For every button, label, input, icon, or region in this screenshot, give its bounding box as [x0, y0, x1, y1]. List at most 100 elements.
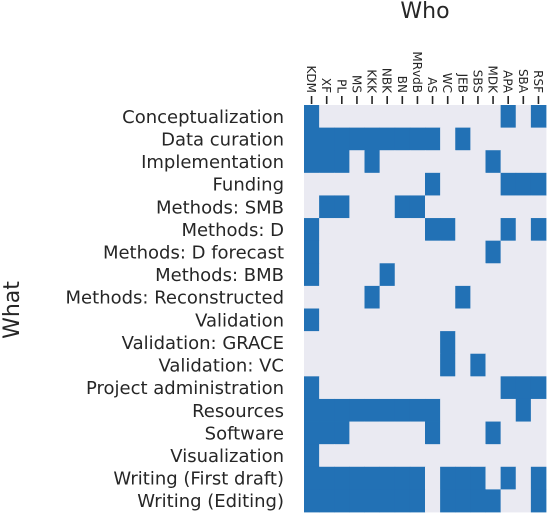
- heatmap-cell: [530, 150, 547, 174]
- heatmap-cell: [440, 331, 456, 355]
- y-tick-label: Methods: D: [181, 220, 284, 241]
- heatmap-cells: [304, 105, 547, 513]
- heatmap-cell: [304, 331, 320, 355]
- heatmap-cell: [485, 466, 502, 490]
- heatmap-cell: [394, 353, 411, 377]
- heatmap-cell: [319, 127, 335, 151]
- heatmap-cell: [470, 489, 486, 513]
- heatmap-cell: [409, 195, 426, 219]
- x-tick-group: KDM XF PL MS KKK NBK BN MRvdB AS WC JEB SBS MDK APA SB…: [304, 51, 545, 104]
- heatmap-cell: [409, 489, 426, 513]
- heatmap-cell: [530, 331, 547, 355]
- x-tick-label: AS: [425, 77, 439, 93]
- heatmap-cell: [304, 263, 320, 287]
- heatmap-cell: [379, 466, 396, 490]
- heatmap-cell: [440, 444, 456, 468]
- heatmap-cell: [319, 489, 335, 513]
- heatmap-cell: [530, 127, 547, 151]
- x-tick-label: MS: [349, 75, 363, 93]
- heatmap-cell: [470, 172, 486, 196]
- heatmap-cell: [425, 285, 441, 309]
- heatmap-cell: [515, 263, 532, 287]
- heatmap-cell: [470, 150, 486, 174]
- heatmap-cell: [379, 489, 396, 513]
- heatmap-cell: [485, 285, 502, 309]
- heatmap-cell: [409, 240, 426, 264]
- heatmap-cell: [530, 105, 547, 129]
- heatmap-cell: [440, 263, 456, 287]
- heatmap-cell: [515, 285, 532, 309]
- heatmap-cell: [485, 331, 502, 355]
- heatmap-cell: [364, 195, 381, 219]
- heatmap-cell: [364, 444, 381, 468]
- heatmap-cell: [500, 308, 517, 332]
- heatmap-cell: [440, 240, 456, 264]
- heatmap-cell: [425, 172, 441, 196]
- heatmap-cell: [530, 172, 547, 196]
- heatmap-cell: [319, 240, 335, 264]
- heatmap-cell: [394, 150, 411, 174]
- heatmap-cell: [304, 489, 320, 513]
- y-tick-label: Implementation: [141, 152, 284, 173]
- heatmap-cell: [425, 444, 441, 468]
- heatmap-cell: [409, 127, 426, 151]
- heatmap-cell: [304, 105, 320, 129]
- heatmap-cell: [409, 466, 426, 490]
- heatmap-cell: [319, 331, 335, 355]
- x-tick-label: KDM: [304, 66, 318, 93]
- heatmap-cell: [515, 466, 532, 490]
- heatmap-cell: [500, 285, 517, 309]
- heatmap-cell: [319, 105, 335, 129]
- heatmap-cell: [425, 466, 441, 490]
- y-tick-label: Validation: [195, 310, 284, 331]
- heatmap-cell: [304, 421, 320, 445]
- heatmap-cell: [530, 285, 547, 309]
- heatmap-cell: [455, 218, 471, 242]
- heatmap-cell: [334, 376, 350, 400]
- heatmap-cell: [304, 376, 320, 400]
- heatmap-cell: [500, 466, 517, 490]
- heatmap-cell: [470, 331, 486, 355]
- heatmap-cell: [394, 218, 411, 242]
- heatmap-cell: [394, 489, 411, 513]
- x-axis-label: Who: [400, 0, 449, 24]
- heatmap-cell: [394, 398, 411, 422]
- heatmap-cell: [425, 105, 441, 129]
- heatmap-cell: [425, 489, 441, 513]
- heatmap-cell: [515, 172, 532, 196]
- heatmap-cell: [500, 105, 517, 129]
- heatmap-cell: [515, 331, 532, 355]
- x-tick-label: SBA: [516, 69, 530, 94]
- heatmap-cell: [319, 353, 335, 377]
- heatmap-cell: [379, 421, 396, 445]
- heatmap-cell: [440, 353, 456, 377]
- heatmap-cell: [349, 195, 365, 219]
- heatmap-cell: [470, 105, 486, 129]
- heatmap-cell: [304, 218, 320, 242]
- heatmap-cell: [425, 240, 441, 264]
- heatmap-cell: [304, 172, 320, 196]
- heatmap-cell: [304, 466, 320, 490]
- heatmap-cell: [500, 331, 517, 355]
- heatmap-cell: [409, 105, 426, 129]
- heatmap-cell: [455, 489, 471, 513]
- heatmap-cell: [500, 172, 517, 196]
- y-tick-label: Methods: D forecast: [103, 242, 284, 263]
- heatmap-cell: [485, 218, 502, 242]
- heatmap-cell: [455, 331, 471, 355]
- heatmap-cell: [364, 308, 381, 332]
- heatmap-cell: [409, 421, 426, 445]
- heatmap-cell: [515, 308, 532, 332]
- heatmap-cell: [379, 331, 396, 355]
- y-tick-label: Validation: GRACE: [122, 333, 284, 354]
- heatmap-cell: [440, 195, 456, 219]
- heatmap-cell: [500, 127, 517, 151]
- heatmap-cell: [334, 263, 350, 287]
- x-tick-label: JEB: [455, 73, 469, 93]
- x-tick-label: BN: [395, 76, 409, 93]
- heatmap-cell: [364, 285, 381, 309]
- heatmap-cell: [334, 353, 350, 377]
- heatmap-cell: [319, 285, 335, 309]
- heatmap-cell: [470, 353, 486, 377]
- heatmap-cell: [440, 308, 456, 332]
